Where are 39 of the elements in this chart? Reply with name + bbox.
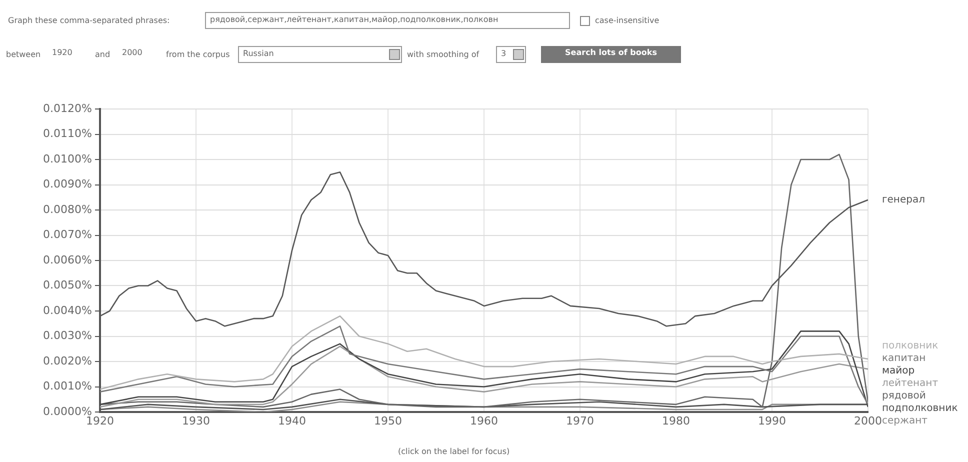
- x-tick-label: 1980: [662, 414, 690, 428]
- y-tick-label: 0.0110%: [43, 127, 92, 140]
- dropdown-field: 3: [496, 46, 526, 63]
- y-tick-label: 0.0040%: [43, 304, 92, 317]
- y-tick-label: 0.0030%: [43, 329, 92, 342]
- x-tick-label: 1970: [566, 414, 594, 428]
- series-label: генерал: [882, 194, 925, 206]
- y-tick-label: 0.0070%: [43, 228, 92, 242]
- x-tick-label: 1960: [470, 414, 498, 428]
- series-label: лейтенант: [882, 378, 938, 390]
- y-tick-label: 0.0050%: [43, 278, 92, 292]
- series-label: полковник: [882, 340, 938, 352]
- x-tick-label: 1930: [182, 414, 210, 428]
- y-tick-label: 0.0020%: [43, 354, 92, 368]
- search-button: Search lots of books: [541, 46, 681, 63]
- text: майор: [882, 366, 915, 377]
- y-tick-label: 0.0120%: [43, 102, 92, 115]
- text-field: рядовой,сержант,лейтенант,капитан,майор,подполковник,полковн: [205, 12, 570, 29]
- x-tick-label: 1950: [374, 414, 402, 428]
- x-tick-label: 1990: [758, 414, 786, 428]
- y-tick-label: 0.0080%: [43, 202, 92, 216]
- x-tick-label: 1940: [278, 414, 306, 428]
- y-tick-label: 0.0090%: [43, 178, 92, 191]
- text: Graph these comma-separated phrases:: [8, 16, 170, 25]
- text: and: [95, 50, 110, 59]
- y-tick-label: 0.0100%: [43, 152, 92, 166]
- text: between: [6, 50, 41, 59]
- series-label: рядовой: [882, 390, 926, 402]
- y-tick-label: 0.0060%: [43, 253, 92, 266]
- dropdown-field: Russian: [238, 46, 402, 63]
- x-tick-label: 2000: [854, 414, 882, 428]
- y-tick-label: 0.0010%: [43, 380, 92, 393]
- series-label: сержант: [882, 416, 928, 427]
- text: капитан: [882, 353, 926, 364]
- series-label: подполковник: [882, 403, 958, 414]
- text: (click on the label for focus): [398, 447, 510, 456]
- text: case-insensitive: [595, 16, 660, 25]
- text: from the corpus: [166, 50, 230, 59]
- text: with smoothing of: [407, 50, 480, 59]
